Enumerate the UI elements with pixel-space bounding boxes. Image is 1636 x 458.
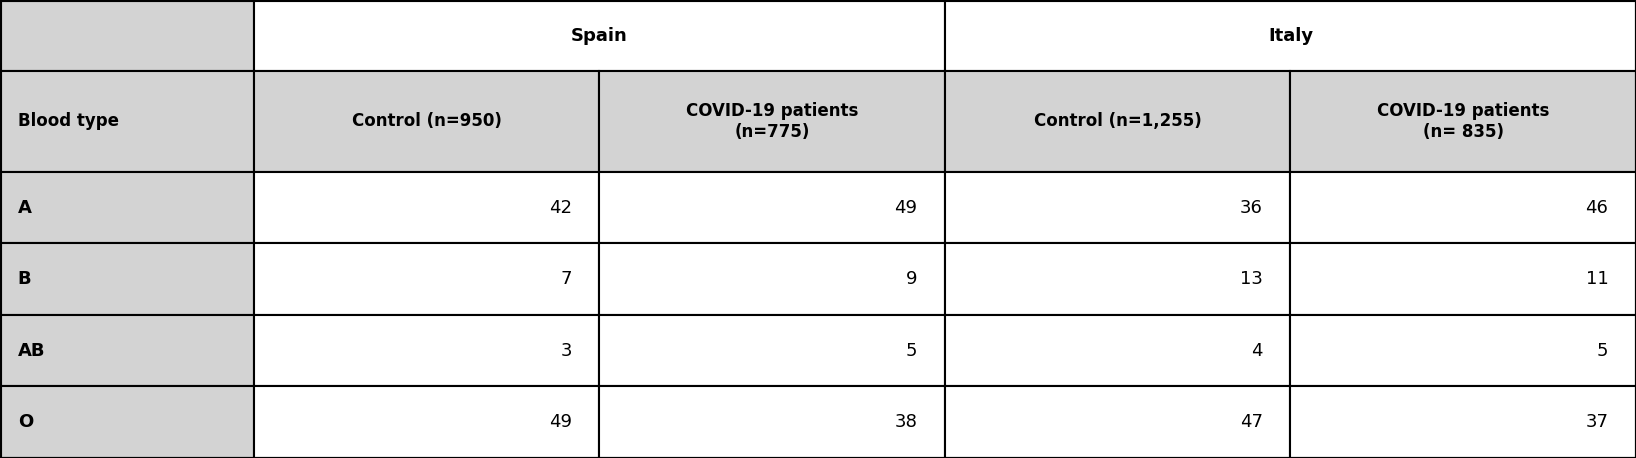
Text: 36: 36 [1240, 199, 1263, 217]
Bar [1291, 315, 1636, 387]
Text: Spain: Spain [571, 27, 628, 44]
Text: 13: 13 [1240, 270, 1263, 288]
Bar [0, 0, 254, 71]
Text: 3: 3 [560, 342, 571, 360]
Text: 5: 5 [906, 342, 918, 360]
Bar [0, 387, 254, 458]
Bar [254, 0, 946, 71]
Bar [1291, 387, 1636, 458]
Text: COVID-19 patients
(n= 835): COVID-19 patients (n= 835) [1378, 102, 1549, 141]
Text: A: A [18, 199, 31, 217]
Bar [946, 244, 1291, 315]
Bar [946, 172, 1291, 244]
Bar [0, 172, 254, 244]
Text: AB: AB [18, 342, 46, 360]
Text: 5: 5 [1597, 342, 1608, 360]
Bar [1291, 244, 1636, 315]
Bar [0, 244, 254, 315]
Text: Italy: Italy [1268, 27, 1314, 44]
Text: B: B [18, 270, 31, 288]
Text: 38: 38 [895, 413, 918, 431]
Text: COVID-19 patients
(n=775): COVID-19 patients (n=775) [685, 102, 859, 141]
Text: 49: 49 [548, 413, 571, 431]
Text: 11: 11 [1585, 270, 1608, 288]
Bar [599, 244, 946, 315]
Bar [0, 315, 254, 387]
Text: 47: 47 [1240, 413, 1263, 431]
Text: 37: 37 [1585, 413, 1608, 431]
Text: 42: 42 [548, 199, 571, 217]
Text: Control (n=950): Control (n=950) [352, 113, 502, 131]
Text: 46: 46 [1585, 199, 1608, 217]
Text: Blood type: Blood type [18, 113, 119, 131]
Bar [946, 387, 1291, 458]
Text: O: O [18, 413, 33, 431]
Bar [1291, 172, 1636, 244]
Bar [946, 71, 1291, 172]
Bar [254, 71, 599, 172]
Bar [946, 315, 1291, 387]
Bar [599, 315, 946, 387]
Bar [1291, 71, 1636, 172]
Text: 4: 4 [1252, 342, 1263, 360]
Text: 49: 49 [895, 199, 918, 217]
Bar [254, 172, 599, 244]
Text: 9: 9 [906, 270, 918, 288]
Bar [0, 71, 254, 172]
Bar [946, 0, 1636, 71]
Bar [599, 172, 946, 244]
Bar [599, 387, 946, 458]
Bar [599, 71, 946, 172]
Bar [254, 244, 599, 315]
Bar [254, 315, 599, 387]
Text: 7: 7 [560, 270, 571, 288]
Bar [254, 387, 599, 458]
Text: Control (n=1,255): Control (n=1,255) [1034, 113, 1201, 131]
